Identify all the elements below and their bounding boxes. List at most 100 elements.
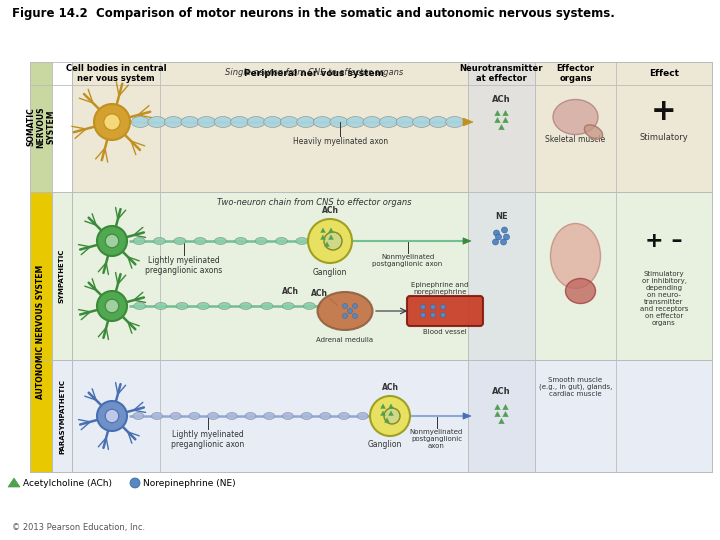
Circle shape [503, 234, 510, 240]
Text: ACh: ACh [282, 287, 299, 296]
Ellipse shape [264, 413, 275, 420]
Text: ACh: ACh [382, 383, 398, 392]
Ellipse shape [296, 238, 308, 245]
Ellipse shape [174, 238, 186, 245]
Circle shape [130, 478, 140, 488]
Ellipse shape [264, 117, 282, 127]
Circle shape [105, 409, 119, 423]
FancyBboxPatch shape [72, 360, 712, 472]
Polygon shape [384, 418, 390, 422]
Text: SOMATIC
NERVOUS
SYSTEM: SOMATIC NERVOUS SYSTEM [26, 106, 56, 148]
Circle shape [343, 314, 348, 319]
FancyBboxPatch shape [52, 192, 72, 360]
Circle shape [353, 314, 358, 319]
Circle shape [348, 308, 353, 314]
Text: PARASYMPATHETIC: PARASYMPATHETIC [59, 379, 65, 454]
Ellipse shape [176, 302, 188, 309]
Ellipse shape [235, 238, 247, 245]
Ellipse shape [280, 117, 298, 127]
Text: Figure 14.2  Comparison of motor neurons in the somatic and autonomic nervous sy: Figure 14.2 Comparison of motor neurons … [12, 7, 615, 20]
Ellipse shape [320, 413, 330, 420]
Circle shape [492, 239, 498, 245]
Ellipse shape [346, 117, 364, 127]
Circle shape [502, 227, 508, 233]
Ellipse shape [194, 238, 206, 245]
Ellipse shape [429, 117, 447, 127]
Circle shape [343, 303, 348, 308]
FancyBboxPatch shape [72, 192, 712, 360]
Circle shape [384, 408, 400, 424]
Text: Neurotransmitter
at effector: Neurotransmitter at effector [460, 64, 544, 83]
Polygon shape [463, 413, 471, 419]
Text: Ganglion: Ganglion [312, 268, 347, 277]
Ellipse shape [170, 413, 181, 420]
Text: SYMPATHETIC: SYMPATHETIC [59, 249, 65, 303]
Text: ACh: ACh [311, 288, 328, 298]
Ellipse shape [297, 117, 315, 127]
Ellipse shape [214, 117, 232, 127]
Ellipse shape [247, 117, 265, 127]
Ellipse shape [565, 279, 595, 303]
Ellipse shape [551, 224, 600, 288]
Ellipse shape [151, 413, 163, 420]
Text: NE: NE [495, 212, 508, 221]
Text: Lightly myelinated
preganglionic axons: Lightly myelinated preganglionic axons [145, 256, 222, 275]
FancyBboxPatch shape [72, 62, 712, 85]
Polygon shape [389, 404, 393, 408]
Polygon shape [503, 111, 508, 116]
Text: Effector
organs: Effector organs [557, 64, 595, 83]
Ellipse shape [245, 413, 256, 420]
Ellipse shape [282, 302, 294, 309]
Ellipse shape [207, 413, 219, 420]
Text: Nonmyelinated
postganglionic axon: Nonmyelinated postganglionic axon [372, 254, 443, 267]
Text: +: + [651, 98, 677, 126]
Circle shape [500, 239, 506, 245]
Polygon shape [320, 228, 325, 233]
Circle shape [353, 303, 358, 308]
Ellipse shape [301, 413, 312, 420]
Text: Heavily myelinated axon: Heavily myelinated axon [293, 137, 388, 146]
Circle shape [104, 114, 120, 130]
Ellipse shape [357, 413, 368, 420]
Circle shape [441, 305, 446, 309]
Circle shape [370, 396, 410, 436]
Ellipse shape [240, 302, 252, 309]
Text: Stimulatory
or inhibitory,
depending
on neuro-
transmitter
and receptors
on effe: Stimulatory or inhibitory, depending on … [640, 271, 688, 326]
Circle shape [431, 305, 436, 309]
Ellipse shape [413, 117, 431, 127]
Ellipse shape [261, 302, 273, 309]
Text: ACh: ACh [322, 206, 338, 215]
Polygon shape [328, 235, 333, 240]
Polygon shape [381, 411, 385, 415]
Text: Single neuron from CNS to effector organs: Single neuron from CNS to effector organ… [225, 68, 403, 77]
Ellipse shape [396, 117, 414, 127]
Text: Smooth muscle
(e.g., in gut), glands,
cardiac muscle: Smooth muscle (e.g., in gut), glands, ca… [539, 377, 612, 397]
Circle shape [420, 305, 426, 309]
Polygon shape [381, 404, 385, 408]
Circle shape [420, 313, 426, 318]
Polygon shape [8, 478, 20, 487]
Text: Peripheral ner vous system: Peripheral ner vous system [244, 69, 384, 78]
Polygon shape [463, 118, 473, 126]
Ellipse shape [189, 413, 200, 420]
Text: Norepinephrine (NE): Norepinephrine (NE) [143, 478, 235, 488]
Polygon shape [503, 411, 508, 417]
Text: + –: + – [645, 231, 683, 251]
Ellipse shape [215, 238, 227, 245]
Text: Effect: Effect [649, 69, 679, 78]
FancyBboxPatch shape [72, 62, 712, 192]
Text: Lightly myelinated
preganglionic axon: Lightly myelinated preganglionic axon [171, 430, 244, 449]
Polygon shape [499, 125, 504, 130]
Ellipse shape [553, 99, 598, 134]
Ellipse shape [303, 302, 315, 309]
Text: Ganglion: Ganglion [368, 440, 402, 449]
Circle shape [97, 401, 127, 431]
Ellipse shape [363, 117, 381, 127]
Circle shape [97, 226, 127, 256]
Circle shape [495, 234, 502, 240]
Ellipse shape [446, 117, 464, 127]
Polygon shape [389, 411, 393, 415]
FancyBboxPatch shape [30, 62, 52, 192]
Text: ACh: ACh [492, 387, 510, 396]
Ellipse shape [338, 413, 349, 420]
